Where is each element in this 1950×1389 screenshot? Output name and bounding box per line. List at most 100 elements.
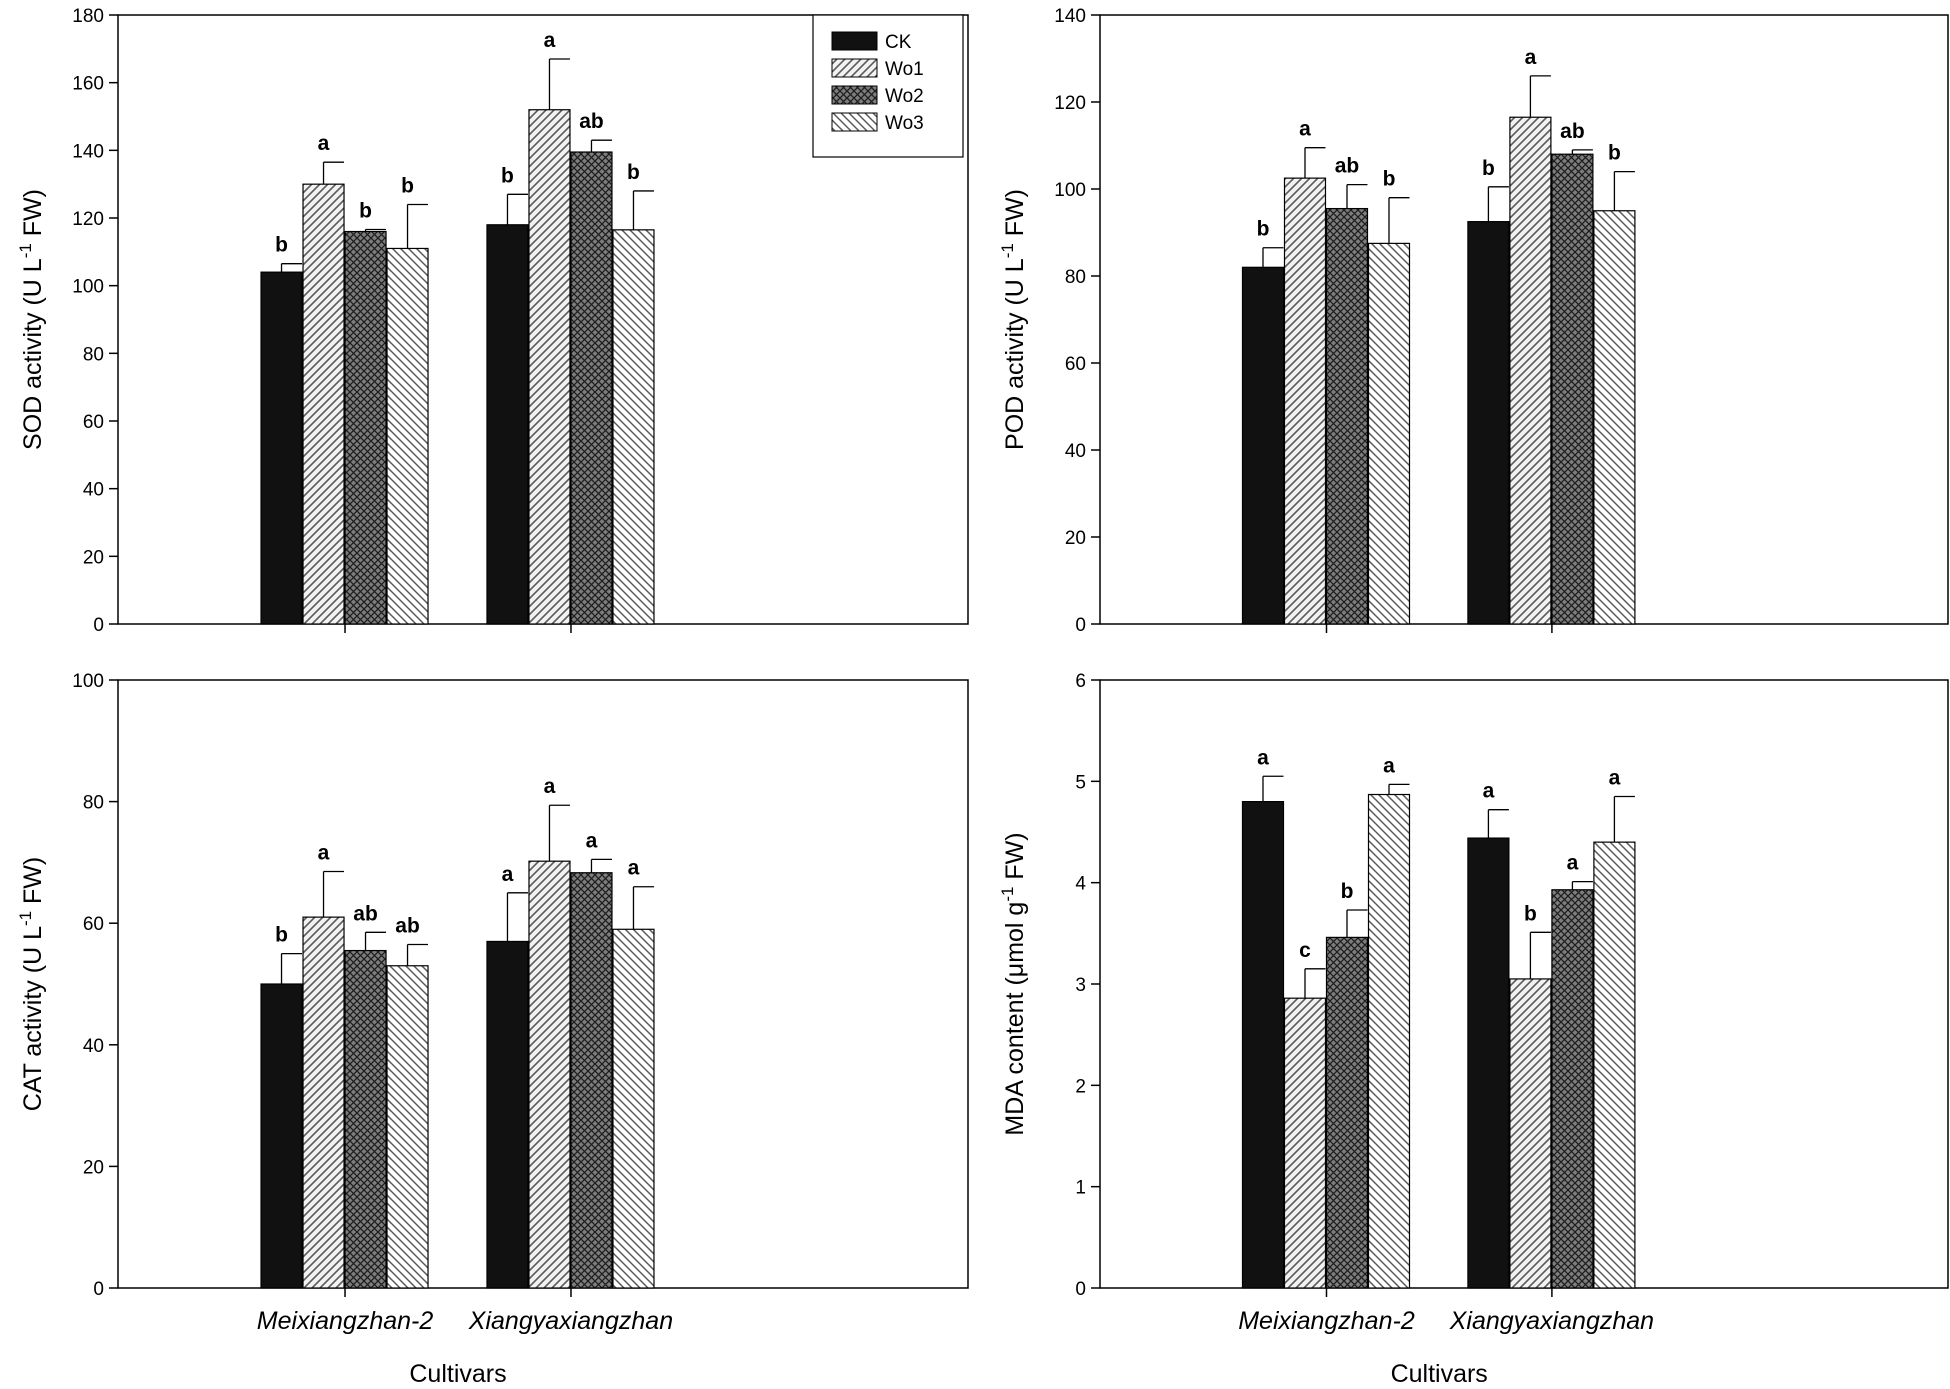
y-tick-label: 80: [83, 793, 104, 814]
significance-letter: a: [318, 132, 330, 155]
y-tick-label: 120: [72, 209, 104, 230]
bar-wo1-1: [1283, 997, 1327, 1289]
significance-letter: c: [1299, 939, 1311, 962]
y-axis-title: SOD activity (U L-1 FW): [16, 189, 47, 450]
significance-letter: a: [544, 29, 556, 52]
bar-wo1-1: [1283, 177, 1327, 625]
y-tick-label: 160: [72, 74, 104, 95]
significance-letter: ab: [1335, 155, 1360, 178]
significance-letter: b: [1383, 168, 1396, 191]
legend-swatch-wo2: [831, 85, 878, 105]
legend-label: CK: [885, 32, 912, 53]
y-tick-label: 80: [1065, 267, 1086, 288]
bar-wo2-1: [344, 949, 387, 1289]
y-tick-label: 1: [1075, 1178, 1086, 1199]
legend-swatch-wo3: [831, 112, 878, 132]
y-tick-label: 40: [83, 480, 104, 501]
significance-letter: ab: [353, 902, 378, 925]
significance-letter: b: [1608, 142, 1621, 165]
x-axis-title: Cultivars: [409, 1360, 506, 1388]
significance-letter: ab: [1560, 120, 1585, 143]
bar-wo1-2: [528, 860, 571, 1289]
y-tick-label: 180: [72, 6, 104, 27]
y-tick-label: 2: [1075, 1076, 1086, 1097]
category-label: Xiangyaxiangzhan: [1449, 1307, 1654, 1335]
bar-ck-1: [1241, 266, 1285, 625]
significance-letter: ab: [395, 914, 420, 937]
legend-label: Wo3: [885, 113, 924, 134]
bar-wo3-2: [612, 229, 655, 625]
significance-letter: a: [586, 829, 598, 852]
significance-letter: a: [1257, 746, 1269, 769]
y-tick-label: 100: [72, 277, 104, 298]
y-tick-label: 40: [1065, 441, 1086, 462]
bar-ck-2: [486, 940, 529, 1289]
significance-letter: b: [1341, 880, 1354, 903]
significance-letter: b: [1257, 218, 1270, 241]
bar-wo2-1: [344, 230, 387, 625]
y-tick-label: 120: [1054, 93, 1086, 114]
bar-wo2-1: [1325, 207, 1369, 625]
significance-letter: a: [1609, 767, 1621, 790]
bar-wo1-1: [302, 183, 345, 625]
significance-letter: a: [1299, 118, 1311, 141]
category-label: Xiangyaxiangzhan: [468, 1307, 673, 1335]
bar-wo1-2: [528, 109, 571, 625]
y-tick-label: 0: [93, 1279, 104, 1300]
y-tick-label: 6: [1075, 671, 1086, 692]
y-tick-label: 20: [1065, 528, 1086, 549]
y-tick-label: 140: [1054, 6, 1086, 27]
y-tick-label: 60: [83, 412, 104, 433]
bar-wo3-1: [1367, 793, 1411, 1289]
bar-ck-2: [1467, 837, 1510, 1289]
significance-letter: b: [1482, 157, 1495, 180]
significance-letter: a: [1383, 754, 1395, 777]
bar-ck-2: [1467, 221, 1510, 625]
y-tick-label: 80: [83, 344, 104, 365]
bar-wo3-1: [386, 965, 429, 1289]
legend-swatch-ck: [831, 31, 878, 51]
significance-letter: b: [401, 174, 414, 197]
significance-letter: a: [318, 842, 330, 865]
bar-wo1-2: [1509, 978, 1552, 1289]
y-axis-title: CAT activity (U L-1 FW): [16, 857, 47, 1111]
x-axis-title: Cultivars: [1391, 1360, 1488, 1388]
category-label: Meixiangzhan-2: [1238, 1307, 1415, 1335]
legend-swatch-wo1: [831, 58, 878, 78]
legend: CK Wo1 Wo2 Wo3: [812, 14, 964, 158]
y-tick-label: 20: [83, 1157, 104, 1178]
bar-wo2-2: [570, 872, 613, 1289]
bar-wo2-1: [1325, 936, 1369, 1289]
y-tick-label: 4: [1075, 874, 1086, 895]
significance-letter: a: [1483, 780, 1495, 803]
bar-wo3-2: [1593, 210, 1636, 625]
bar-wo3-2: [612, 928, 655, 1289]
y-tick-label: 20: [83, 547, 104, 568]
bar-wo1-1: [302, 916, 345, 1289]
y-tick-label: 0: [1075, 1279, 1086, 1300]
category-label: Meixiangzhan-2: [257, 1307, 434, 1335]
bar-wo3-1: [386, 247, 429, 625]
bar-wo3-2: [1593, 841, 1636, 1289]
y-tick-label: 40: [83, 1036, 104, 1057]
bar-wo2-2: [1551, 889, 1594, 1289]
y-tick-label: 5: [1075, 772, 1086, 793]
significance-letter: b: [627, 161, 640, 184]
significance-letter: b: [275, 234, 288, 257]
bar-ck-1: [260, 271, 303, 625]
y-tick-label: 60: [83, 914, 104, 935]
bar-wo2-2: [1551, 153, 1594, 625]
significance-letter: b: [359, 200, 372, 223]
significance-letter: a: [544, 775, 556, 798]
bar-wo2-2: [570, 151, 613, 625]
significance-letter: ab: [579, 110, 604, 133]
panel-mda: 0 1 2 3 4 5 6 a c b a Meixiangzhan-2 a b a a Xiangyaxian…: [998, 671, 1949, 1388]
y-tick-label: 60: [1065, 354, 1086, 375]
significance-letter: b: [501, 164, 514, 187]
bar-wo3-1: [1367, 242, 1411, 625]
y-tick-label: 100: [1054, 180, 1086, 201]
y-axis-title: MDA content (μmol g-1 FW): [998, 832, 1029, 1135]
